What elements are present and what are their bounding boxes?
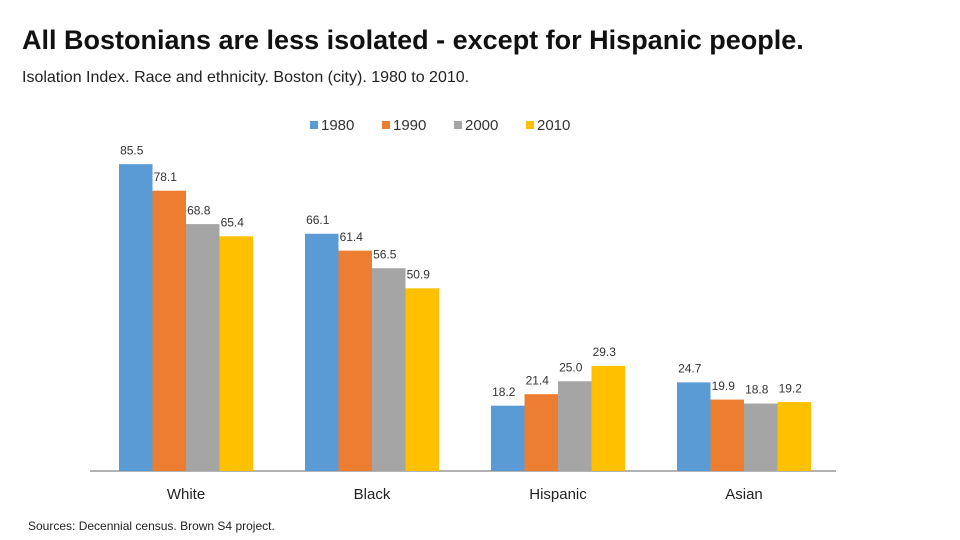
source-note: Sources: Decennial census. Brown S4 proj… <box>28 519 275 533</box>
data-label: 25.0 <box>559 360 583 374</box>
bar <box>338 250 372 471</box>
bar <box>119 164 153 471</box>
bar <box>744 403 778 471</box>
legend-label: 2000 <box>465 117 498 134</box>
data-label: 19.9 <box>712 379 736 393</box>
x-tick-label: Black <box>354 486 391 503</box>
data-label: 19.2 <box>779 381 803 395</box>
data-label: 56.5 <box>373 247 397 261</box>
data-label: 65.4 <box>221 215 245 229</box>
bar <box>372 268 406 471</box>
data-label: 85.5 <box>120 143 144 157</box>
bar <box>186 224 220 471</box>
x-tick-label: Asian <box>725 486 763 503</box>
bar <box>710 399 744 471</box>
x-tick-label: Hispanic <box>529 486 587 503</box>
data-label: 61.4 <box>340 230 364 244</box>
data-label: 18.2 <box>492 385 516 399</box>
bar <box>405 288 439 471</box>
legend-swatch <box>526 121 534 129</box>
legend-label: 2010 <box>537 117 570 134</box>
bar <box>219 236 253 471</box>
bar <box>558 381 592 471</box>
bar <box>305 233 339 471</box>
bar <box>152 190 186 472</box>
legend-label: 1980 <box>321 117 354 134</box>
legend-swatch <box>382 121 390 129</box>
data-label: 29.3 <box>593 345 617 359</box>
legend-label: 1990 <box>393 117 426 134</box>
legend-swatch <box>454 121 462 129</box>
bar <box>591 365 625 471</box>
data-label: 68.8 <box>187 203 211 217</box>
chart-subtitle: Isolation Index. Race and ethnicity. Bos… <box>22 69 469 86</box>
bar <box>677 382 711 471</box>
data-label: 66.1 <box>306 213 330 227</box>
legend-swatch <box>310 121 318 129</box>
x-tick-label: White <box>167 486 205 503</box>
data-label: 24.7 <box>678 362 702 376</box>
bar <box>777 402 811 471</box>
bar <box>524 394 558 471</box>
bar <box>491 405 525 471</box>
data-label: 50.9 <box>407 267 431 281</box>
data-label: 18.8 <box>745 383 769 397</box>
chart-title: All Bostonians are less isolated - excep… <box>22 25 804 55</box>
data-label: 78.1 <box>154 170 178 184</box>
data-label: 21.4 <box>526 373 550 387</box>
